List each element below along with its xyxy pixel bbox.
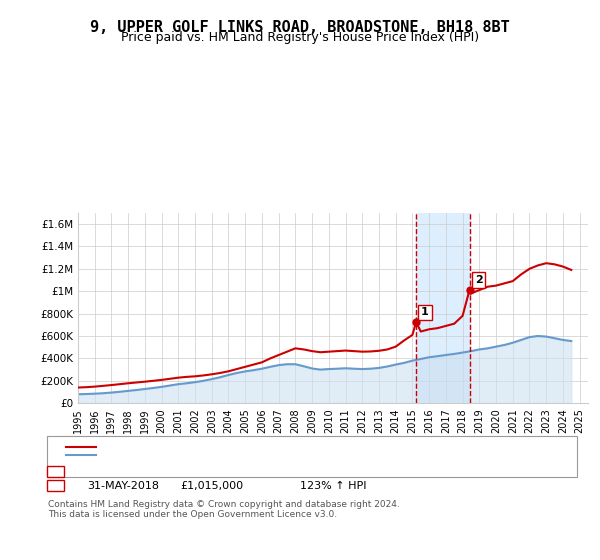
Text: 20-MAR-2015: 20-MAR-2015 [87,466,162,477]
Bar [416,213,470,403]
Text: Price paid vs. HM Land Registry's House Price Index (HPI): Price paid vs. HM Land Registry's House … [121,31,479,44]
Text: 31-MAY-2018: 31-MAY-2018 [87,480,159,491]
Text: £725,000: £725,000 [180,466,233,477]
Text: 9, UPPER GOLF LINKS ROAD, BROADSTONE, BH18 8BT (detached house): 9, UPPER GOLF LINKS ROAD, BROADSTONE, BH… [99,442,461,452]
Text: 1: 1 [52,466,59,477]
Text: 2: 2 [52,480,59,491]
Text: Contains HM Land Registry data © Crown copyright and database right 2024.
This d: Contains HM Land Registry data © Crown c… [48,500,400,519]
Text: 9, UPPER GOLF LINKS ROAD, BROADSTONE, BH18 8BT: 9, UPPER GOLF LINKS ROAD, BROADSTONE, BH… [90,20,510,35]
Text: 1: 1 [421,307,429,318]
Text: 123% ↑ HPI: 123% ↑ HPI [300,480,367,491]
Text: £1,015,000: £1,015,000 [180,480,243,491]
Text: 91% ↑ HPI: 91% ↑ HPI [300,466,359,477]
Text: 2: 2 [475,275,482,285]
Text: HPI: Average price, detached house, Bournemouth Christchurch and Poole: HPI: Average price, detached house, Bour… [99,450,470,460]
